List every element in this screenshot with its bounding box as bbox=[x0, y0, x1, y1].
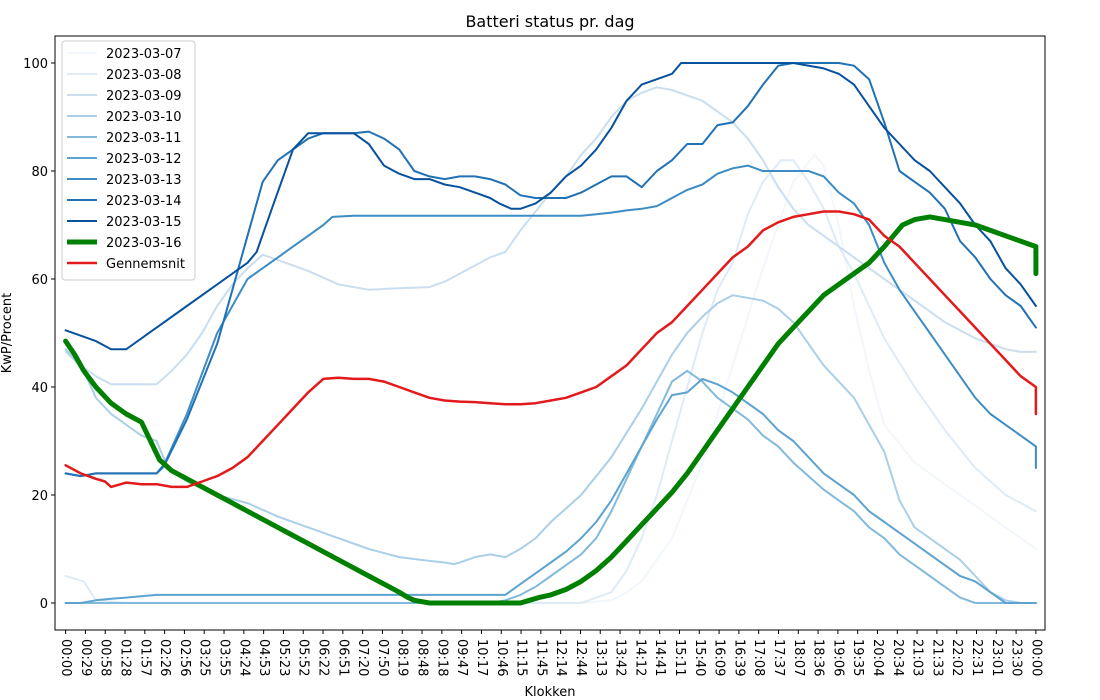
x-tick-label: 02:56 bbox=[177, 639, 192, 676]
x-tick-label: 04:24 bbox=[236, 639, 251, 676]
x-tick-label: 06:22 bbox=[316, 639, 331, 676]
series-line-2023-03-13 bbox=[64, 164, 1037, 478]
y-tick-label: 20 bbox=[31, 489, 48, 504]
x-tick-label: 03:55 bbox=[217, 639, 232, 676]
x-tick-label: 06:51 bbox=[335, 639, 350, 676]
legend-label-2023-03-11: 2023-03-11 bbox=[106, 131, 182, 146]
x-tick-label: 18:07 bbox=[791, 639, 806, 676]
series-line-2023-03-14 bbox=[64, 62, 1037, 478]
x-tick-label: 11:45 bbox=[533, 639, 548, 676]
x-tick-label: 15:40 bbox=[692, 639, 707, 676]
x-tick-label: 23:01 bbox=[989, 639, 1004, 676]
x-tick-label: 20:34 bbox=[890, 639, 905, 676]
legend-label-2023-03-10: 2023-03-10 bbox=[106, 110, 182, 125]
x-tick-label: 10:17 bbox=[474, 639, 489, 676]
legend-label-2023-03-16: 2023-03-16 bbox=[106, 236, 182, 251]
x-tick-label: 08:48 bbox=[415, 639, 430, 676]
x-tick-label: 13:42 bbox=[613, 639, 628, 676]
legend-label-2023-03-07: 2023-03-07 bbox=[106, 47, 182, 62]
x-tick-label: 04:53 bbox=[256, 639, 271, 676]
x-tick-label: 10:46 bbox=[494, 639, 509, 676]
x-tick-label: 13:13 bbox=[593, 639, 608, 676]
x-tick-label: 07:50 bbox=[375, 639, 390, 676]
x-tick-label: 01:28 bbox=[118, 639, 133, 676]
chart-title: Batteri status pr. dag bbox=[465, 12, 634, 31]
legend-label-2023-03-09: 2023-03-09 bbox=[106, 89, 182, 104]
x-tick-label: 09:18 bbox=[434, 639, 449, 676]
series-line-2023-03-11 bbox=[64, 369, 1037, 604]
x-tick-label: 22:31 bbox=[969, 639, 984, 676]
x-tick-label: 12:14 bbox=[553, 639, 568, 676]
legend-label-gennemsnit: Gennemsnit bbox=[106, 257, 185, 272]
x-tick-label: 02:26 bbox=[157, 639, 172, 676]
x-tick-label: 12:44 bbox=[573, 639, 588, 676]
legend-label-2023-03-13: 2023-03-13 bbox=[106, 173, 182, 188]
x-tick-label: 19:35 bbox=[850, 639, 865, 676]
y-axis-title: KwP/Procent bbox=[0, 293, 15, 373]
y-tick-label: 80 bbox=[31, 165, 48, 180]
x-tick-label: 03:25 bbox=[197, 639, 212, 676]
y-tick-label: 60 bbox=[31, 273, 48, 288]
x-tick-label: 11:15 bbox=[514, 639, 529, 676]
y-tick-label: 40 bbox=[31, 381, 48, 396]
x-tick-label: 05:52 bbox=[296, 639, 311, 676]
legend-label-2023-03-08: 2023-03-08 bbox=[106, 68, 182, 83]
x-tick-label: 16:39 bbox=[731, 639, 746, 676]
x-tick-label: 00:29 bbox=[78, 639, 93, 676]
x-tick-label: 00:00 bbox=[58, 639, 73, 676]
legend-label-2023-03-15: 2023-03-15 bbox=[106, 215, 182, 230]
series-line-2023-03-16 bbox=[63, 214, 1039, 606]
plot-lines bbox=[63, 62, 1039, 606]
legend: 2023-03-07 2023-03-08 2023-03-09 2023-03-10… bbox=[61, 40, 196, 281]
series-line-gennemsnit bbox=[64, 210, 1038, 489]
x-tick-label: 14:12 bbox=[632, 639, 647, 676]
y-axis: 0 20 40 60 80 100 bbox=[23, 57, 55, 612]
series-line-2023-03-12 bbox=[64, 377, 1037, 604]
x-axis-title: Klokken bbox=[525, 685, 576, 700]
x-tick-label: 20:04 bbox=[870, 639, 885, 676]
x-tick-label: 14:41 bbox=[652, 639, 667, 676]
x-tick-label: 19:06 bbox=[830, 639, 845, 676]
x-tick-label: 05:23 bbox=[276, 639, 291, 676]
plot-frame bbox=[54, 35, 1046, 631]
legend-label-2023-03-12: 2023-03-12 bbox=[106, 152, 182, 167]
series-line-2023-03-09 bbox=[64, 86, 1037, 386]
x-tick-label: 22:02 bbox=[949, 639, 964, 676]
x-tick-label: 08:19 bbox=[395, 639, 410, 676]
legend-label-2023-03-14: 2023-03-14 bbox=[106, 194, 182, 209]
x-tick-label: 01:57 bbox=[137, 639, 152, 676]
series-line-2023-03-15 bbox=[64, 62, 1037, 351]
x-tick-label: 00:58 bbox=[98, 639, 113, 676]
x-tick-label: 21:03 bbox=[910, 639, 925, 676]
x-tick-label: 18:36 bbox=[811, 639, 826, 676]
y-tick-label: 0 bbox=[40, 597, 48, 612]
x-tick-label: 15:11 bbox=[672, 639, 687, 676]
x-tick-label: 00:00 bbox=[1028, 639, 1043, 676]
x-tick-label: 17:37 bbox=[771, 639, 786, 676]
y-tick-label: 100 bbox=[23, 57, 48, 72]
x-tick-label: 07:20 bbox=[355, 639, 370, 676]
x-tick-label: 09:47 bbox=[454, 639, 469, 676]
x-tick-label: 17:08 bbox=[751, 639, 766, 676]
x-tick-label: 23:30 bbox=[1009, 639, 1024, 676]
x-axis: 00:00 00:29 00:58 01:28 01:57 02:26 02:56 03:25… bbox=[58, 630, 1043, 676]
x-tick-label: 21:33 bbox=[929, 639, 944, 676]
x-tick-label: 16:09 bbox=[712, 639, 727, 676]
